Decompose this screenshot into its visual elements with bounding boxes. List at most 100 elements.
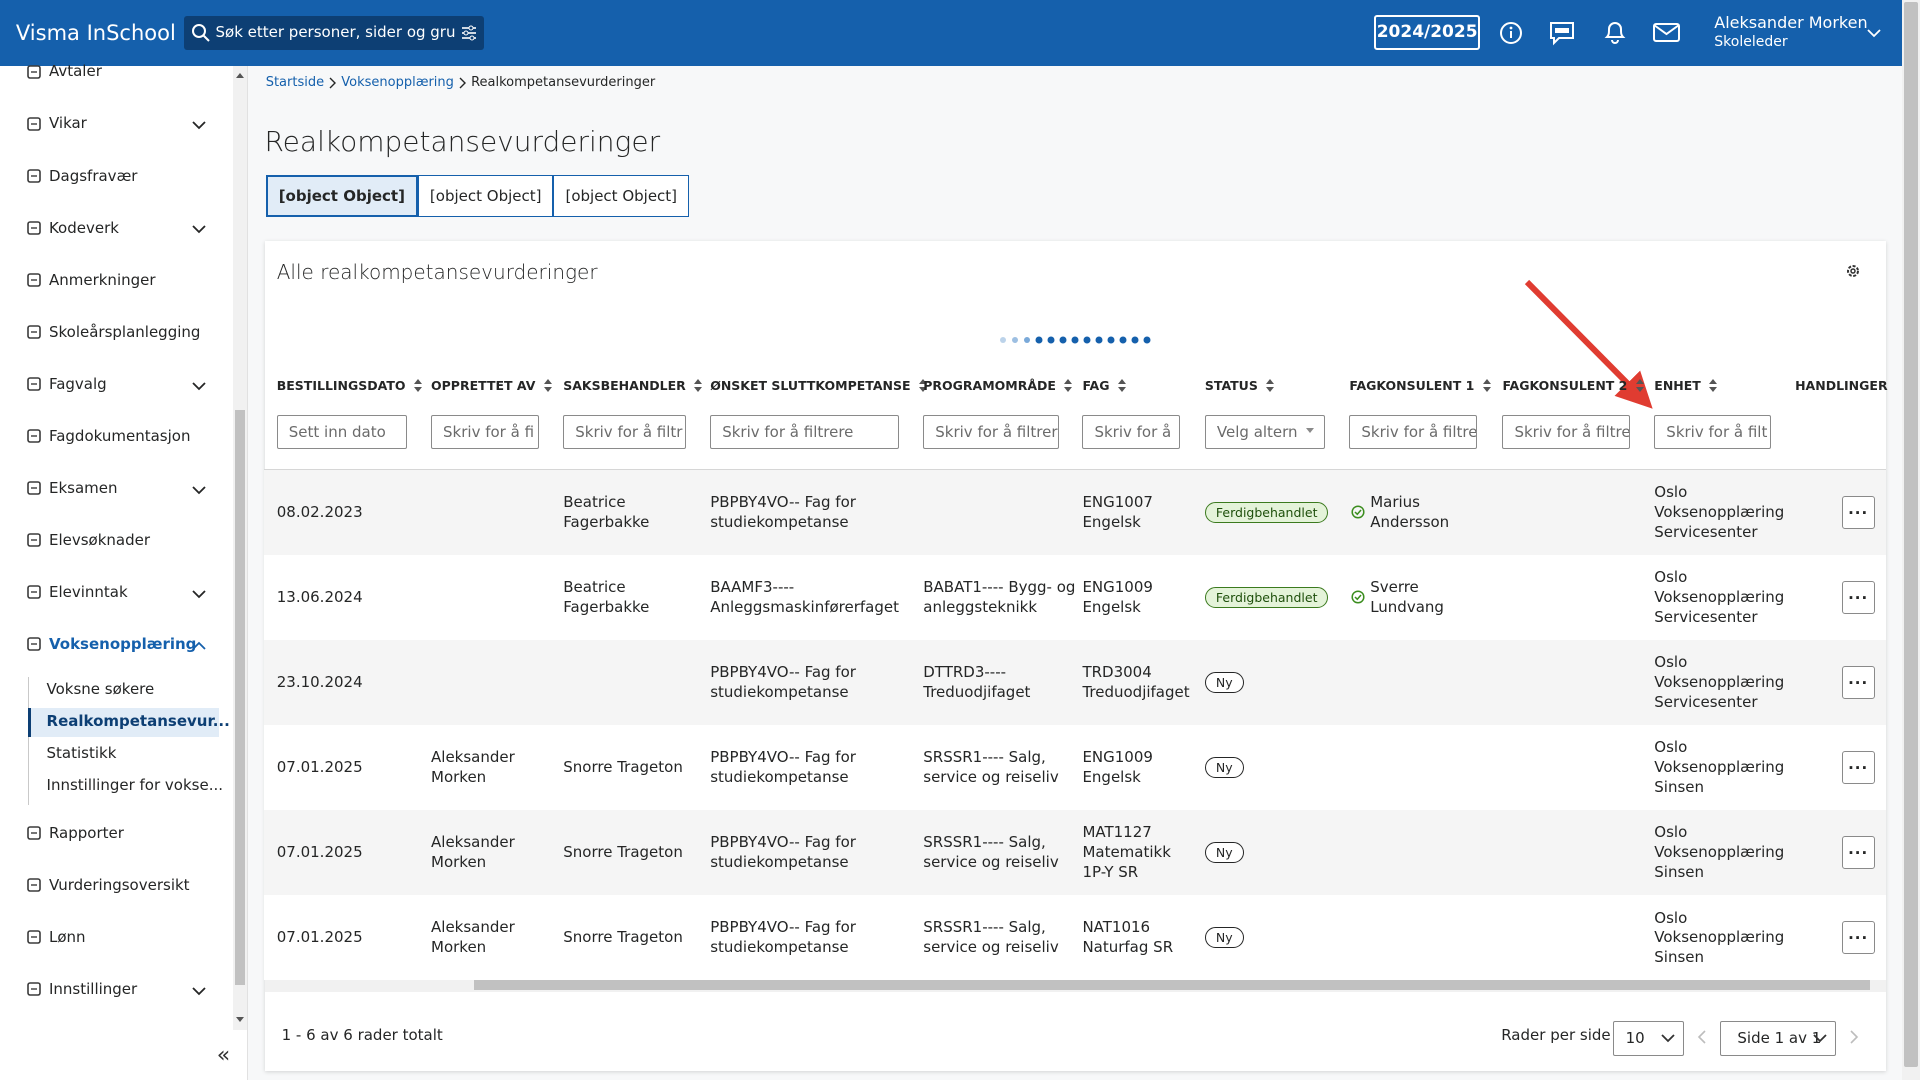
menu-item[interactable]: Vurderingsoversikt: [48, 875, 190, 894]
table-cell: 13.06.2024: [277, 555, 363, 640]
sort-icon[interactable]: [413, 378, 423, 394]
tab[interactable]: [object Object]: [265, 175, 418, 217]
menu-item[interactable]: Innstillinger: [48, 979, 138, 998]
menu-item[interactable]: Elevsøknader: [48, 530, 151, 549]
menu-item[interactable]: Skoleårsplanlegging: [48, 322, 201, 341]
column-header[interactable]: PROGRAMOMRÅDE: [923, 378, 1056, 394]
column-header[interactable]: FAGKONSULENT 2: [1502, 378, 1628, 394]
menu-item[interactable]: Kodeverk: [48, 218, 119, 237]
search-box[interactable]: [183, 15, 484, 51]
chevron-down[interactable]: [191, 223, 207, 235]
submenu-item[interactable]: Statistikk: [46, 743, 117, 762]
settings-icon[interactable]: [1844, 262, 1862, 280]
submenu-item[interactable]: Voksne søkere: [46, 679, 155, 698]
menu-item[interactable]: Avtaler: [48, 62, 102, 81]
sort-icon[interactable]: [1708, 378, 1718, 394]
menu-item[interactable]: Voksenopplæring: [48, 634, 197, 653]
submenu-item[interactable]: Innstillinger for vokse...: [46, 775, 223, 794]
next-page[interactable]: [1849, 1030, 1859, 1044]
menu-item[interactable]: Rapporter: [48, 823, 124, 842]
filter-input[interactable]: Skriv for å fi: [431, 415, 539, 450]
column-header[interactable]: STATUS: [1204, 378, 1258, 394]
column-header[interactable]: OPPRETTET AV: [431, 378, 536, 394]
cell-text: Oslo Voksenopplæring Servicesenter: [1654, 483, 1785, 541]
column-header[interactable]: ENHET: [1654, 378, 1701, 394]
messages-icon[interactable]: [1652, 22, 1682, 44]
filter-input[interactable]: Skriv for å: [1082, 415, 1181, 450]
row-actions-button[interactable]: ···: [1841, 921, 1875, 955]
collapse-sidebar[interactable]: «: [216, 1043, 231, 1069]
filter-select[interactable]: Velg altern: [1204, 415, 1325, 450]
row-actions-button[interactable]: ···: [1841, 836, 1875, 870]
page-scroll-thumb[interactable]: [1904, 2, 1918, 1067]
info-icon[interactable]: [1498, 20, 1524, 46]
chevron-down[interactable]: [1660, 1032, 1676, 1044]
cell-text: ENG1009 Engelsk: [1082, 748, 1153, 786]
menu-icon: [26, 637, 41, 651]
menu-item[interactable]: Anmerkninger: [48, 270, 156, 289]
cell-text: Snorre Trageton: [563, 758, 683, 777]
verified-icon: [1351, 590, 1365, 604]
column-header[interactable]: FAG: [1082, 378, 1110, 394]
filter-input[interactable]: Skriv for å filtre: [1502, 415, 1630, 450]
row-actions-button[interactable]: ···: [1841, 751, 1875, 785]
chevron-down[interactable]: [191, 484, 207, 496]
menu-item[interactable]: Lønn: [48, 927, 86, 946]
sidebar: [0, 66, 248, 1080]
school-year-button[interactable]: 2024/2025: [1373, 14, 1481, 51]
column-header[interactable]: BESTILLINGSDATO: [276, 378, 406, 394]
breadcrumb-link[interactable]: Voksenopplæring: [341, 74, 454, 90]
menu-item[interactable]: Elevinntak: [48, 582, 128, 601]
submenu-item[interactable]: Realkompetansevur...: [46, 711, 230, 730]
menu-icon: [26, 481, 41, 495]
row-actions-button[interactable]: ···: [1841, 581, 1875, 615]
sort-icon[interactable]: [693, 378, 703, 394]
sort-icon[interactable]: [1635, 378, 1645, 394]
sort-icon[interactable]: [543, 378, 553, 394]
chevron-down[interactable]: [191, 119, 207, 131]
breadcrumb-link[interactable]: Startside: [265, 74, 325, 90]
filter-input[interactable]: Skriv for å filtrere: [923, 415, 1060, 450]
column-header[interactable]: FAGKONSULENT 1: [1349, 378, 1475, 394]
chevron-down[interactable]: [1812, 1032, 1828, 1044]
menu-item[interactable]: Dagsfravær: [48, 166, 138, 185]
breadcrumb-current: Realkompetansevurderinger: [471, 74, 656, 90]
filter-icon[interactable]: [460, 24, 478, 42]
sort-icon[interactable]: [918, 378, 928, 394]
rows-per-page-select[interactable]: 10: [1612, 1021, 1684, 1056]
menu-item[interactable]: Vikar: [48, 114, 87, 133]
filter-input[interactable]: Sett inn dato: [276, 415, 407, 450]
sms-icon[interactable]: [1548, 20, 1576, 46]
filter-input[interactable]: Skriv for å filtr: [563, 415, 686, 450]
chevron-down[interactable]: [191, 380, 207, 392]
chevron-down[interactable]: [191, 985, 207, 997]
chevron-down[interactable]: [191, 588, 207, 600]
user-name[interactable]: Aleksander Morken: [1714, 13, 1868, 33]
tab[interactable]: [object Object]: [417, 175, 554, 217]
row-actions-button[interactable]: ···: [1841, 666, 1875, 700]
chevron-down[interactable]: [1866, 27, 1882, 39]
search-placeholder[interactable]: Søk etter personer, sider og gru: [215, 23, 456, 42]
menu-item[interactable]: Eksamen: [48, 478, 118, 497]
logo[interactable]: Visma InSchool: [15, 20, 176, 45]
sidebar-scroll-thumb[interactable]: [235, 410, 245, 985]
column-header[interactable]: SAKSBEHANDLER: [563, 378, 686, 394]
menu-item[interactable]: Fagdokumentasjon: [48, 426, 191, 445]
filter-input[interactable]: Skriv for å filt: [1654, 415, 1771, 450]
filter-input[interactable]: Skriv for å filtre: [1349, 415, 1477, 450]
loading-indicator: [1000, 336, 1151, 344]
notifications-icon[interactable]: [1602, 18, 1628, 46]
column-header[interactable]: ØNSKET SLUTTKOMPETANSE: [710, 378, 911, 394]
table-scroll-thumb[interactable]: [474, 980, 1870, 990]
user-role[interactable]: Skoleleder: [1714, 34, 1788, 51]
previous-page[interactable]: [1697, 1030, 1707, 1044]
row-actions-button[interactable]: ···: [1841, 496, 1875, 530]
sort-icon[interactable]: [1063, 378, 1073, 394]
tab[interactable]: [object Object]: [553, 175, 690, 217]
sort-icon[interactable]: [1265, 378, 1275, 394]
filter-input[interactable]: Skriv for å filtrere: [710, 415, 899, 450]
menu-item[interactable]: Fagvalg: [48, 374, 107, 393]
sort-icon[interactable]: [1482, 378, 1492, 394]
sort-icon[interactable]: [1117, 378, 1127, 394]
chevron-up[interactable]: [191, 640, 207, 652]
